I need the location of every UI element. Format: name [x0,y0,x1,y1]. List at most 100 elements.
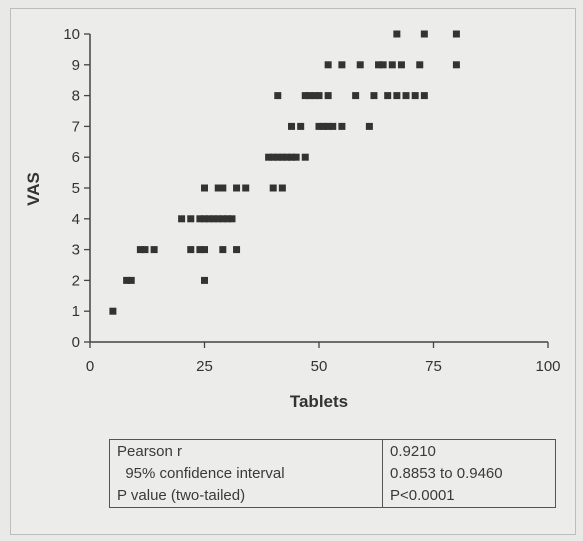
data-point [388,61,396,69]
y-tick-label: 7 [72,118,80,135]
statistics-table: Pearson r 0.9210 95% confidence interval… [109,439,556,508]
data-point [310,92,318,100]
data-point [283,153,291,161]
data-point [278,153,286,161]
data-point [265,153,273,161]
data-point [196,215,204,223]
y-tick-label: 6 [72,149,80,166]
data-point [301,153,309,161]
stats-value: P<0.0001 [382,485,556,508]
data-point [141,246,149,254]
data-point [411,92,419,100]
data-point [201,184,208,192]
data-point [324,122,332,130]
data-point [324,61,332,69]
x-tick-label: 75 [425,358,442,375]
data-point [375,61,383,69]
stats-row-pearson: Pearson r 0.9210 [109,439,556,463]
data-point [201,215,208,223]
data-point [136,246,144,254]
data-point [269,184,277,192]
data-point [269,153,277,161]
data-point [233,184,241,192]
data-point [315,122,323,130]
x-tick-label: 25 [196,358,213,375]
data-point [223,215,231,223]
data-point [315,92,323,100]
data-point [178,215,186,223]
data-point [187,246,195,254]
stats-label: Pearson r [109,439,383,463]
data-point [297,122,305,130]
data-point [397,61,405,69]
data-point [352,92,360,100]
y-tick-label: 8 [72,88,80,105]
data-point [393,92,401,100]
y-tick-label: 10 [63,26,80,43]
y-tick-label: 1 [72,303,80,320]
data-point [123,276,131,284]
data-point [384,92,392,100]
data-point [338,122,346,130]
y-tick-label: 2 [72,272,80,289]
data-point [187,215,195,223]
data-point [219,184,227,192]
x-axis-title: Tablets [290,392,348,411]
y-axis-title: VAS [24,172,43,206]
x-tick-label: 50 [311,358,328,375]
data-point [233,246,241,254]
chart-frame: 0 1 2 3 4 5 6 7 8 9 10 0 25 50 75 100 Tablets VAS Pears… [10,8,576,535]
data-point [210,215,218,223]
data-point [365,122,373,130]
data-point [278,184,286,192]
data-point [379,61,387,69]
y-tick-label: 9 [72,57,80,74]
data-point [214,184,222,192]
stats-value: 0.9210 [382,439,556,463]
data-point [301,92,309,100]
data-point [393,30,401,38]
data-point [201,246,208,254]
data-point [288,122,296,130]
data-point [242,184,250,192]
data-point [201,276,208,284]
data-point [292,153,300,161]
data-point [324,92,332,100]
y-tick-label: 3 [72,242,80,259]
data-point [274,92,282,100]
data-point [109,307,117,315]
data-point [452,61,460,69]
data-point [219,246,227,254]
data-point [370,92,378,100]
data-points [109,30,460,315]
stats-label: P value (two-tailed) [109,485,383,508]
data-point [228,215,236,223]
stats-label: 95% confidence interval [109,463,383,485]
data-point [402,92,410,100]
data-point [356,61,364,69]
data-point [420,30,428,38]
data-point [196,246,204,254]
data-point [214,215,222,223]
data-point [219,215,227,223]
axes [84,33,549,348]
data-point [288,153,296,161]
data-point [274,153,282,161]
data-point [306,92,314,100]
x-tick-label: 0 [86,358,94,375]
data-point [320,122,328,130]
data-point [150,246,158,254]
stats-value: 0.8853 to 0.9460 [382,463,556,485]
data-point [127,276,135,284]
y-tick-label: 0 [72,334,80,351]
stats-row-ci: 95% confidence interval 0.8853 to 0.9460 [109,463,556,485]
y-tick-label: 5 [72,180,80,197]
data-point [420,92,428,100]
x-tick-label: 100 [535,358,560,375]
data-point [338,61,346,69]
stats-row-pvalue: P value (two-tailed) P<0.0001 [109,485,556,508]
data-point [205,215,213,223]
y-tick-label: 4 [72,211,80,228]
data-point [416,61,424,69]
